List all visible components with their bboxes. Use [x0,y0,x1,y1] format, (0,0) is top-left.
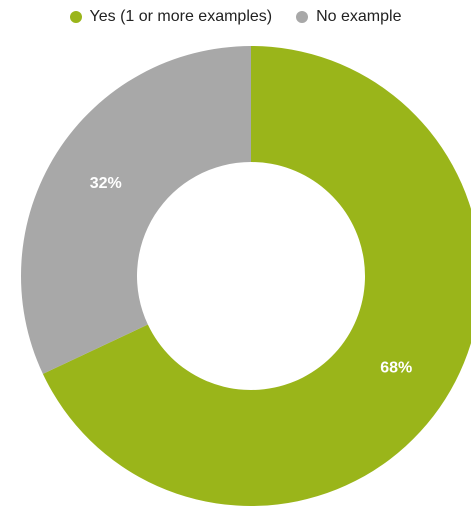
donut-slice-0 [42,46,471,506]
legend-item-yes: Yes (1 or more examples) [69,8,273,26]
legend: Yes (1 or more examples) No example [0,8,471,26]
legend-item-no: No example [296,8,401,26]
legend-swatch-yes [69,11,82,23]
legend-label-yes: Yes (1 or more examples) [89,8,273,25]
slice-label-0: 68% [380,359,412,376]
slice-label-1: 32% [90,175,122,192]
legend-label-no: No example [316,8,402,25]
legend-swatch-no [296,11,309,23]
donut-slice-1 [21,46,252,374]
